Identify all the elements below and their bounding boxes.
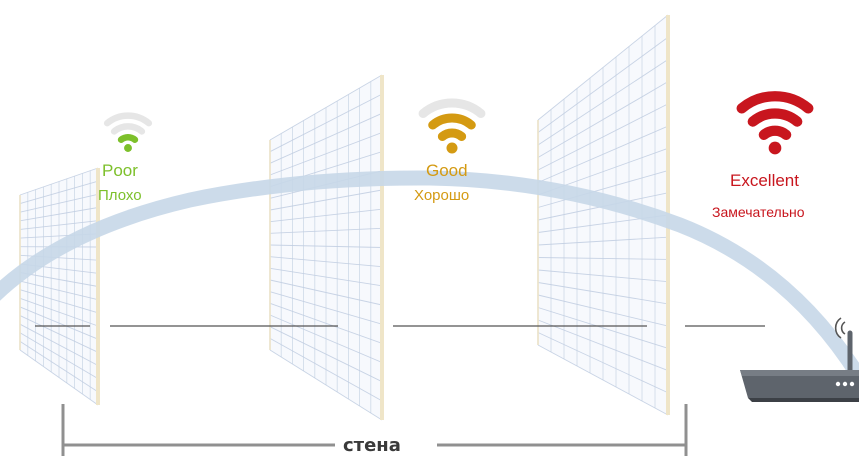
wifi-dot [446,142,458,154]
good-label-ru: Хорошо [414,187,470,204]
poor-label-ru: Плохо [98,187,142,204]
good-label-en: Good [426,161,468,180]
wall-1 [19,167,100,406]
wifi-icon [736,91,814,155]
wifi-bar [117,133,139,143]
wifi-bar [758,125,792,140]
signal-arc [0,170,859,383]
router-shadow [748,398,859,402]
wifi-bar [747,108,803,127]
router-body [740,370,859,398]
excellent-label-en: Excellent [730,171,799,190]
wifi-icon [418,98,486,154]
wall-label: стена [343,435,401,456]
signal-wave [834,317,842,339]
wifi-bar [736,91,814,114]
signal-wave [840,321,846,335]
router-top [740,370,859,376]
wifi-bar [110,123,146,135]
excellent-label-ru: Замечательно [712,204,805,220]
wifi-dot [768,141,782,155]
wall-bracket [61,404,688,456]
wifi-bar [103,112,153,127]
wifi-icon [103,112,153,152]
wifi-bar [437,128,467,142]
wifi-dot [124,144,132,152]
poor-label-en: Poor [102,161,138,180]
wifi-bar [418,98,486,119]
wifi-bar [428,113,476,130]
wall-3 [537,14,670,416]
router-icon [740,317,859,402]
router-led [842,381,848,387]
wall-2 [269,74,384,421]
router-led [849,381,855,387]
router-led [835,381,841,387]
antenna-signal-icon [834,317,846,339]
